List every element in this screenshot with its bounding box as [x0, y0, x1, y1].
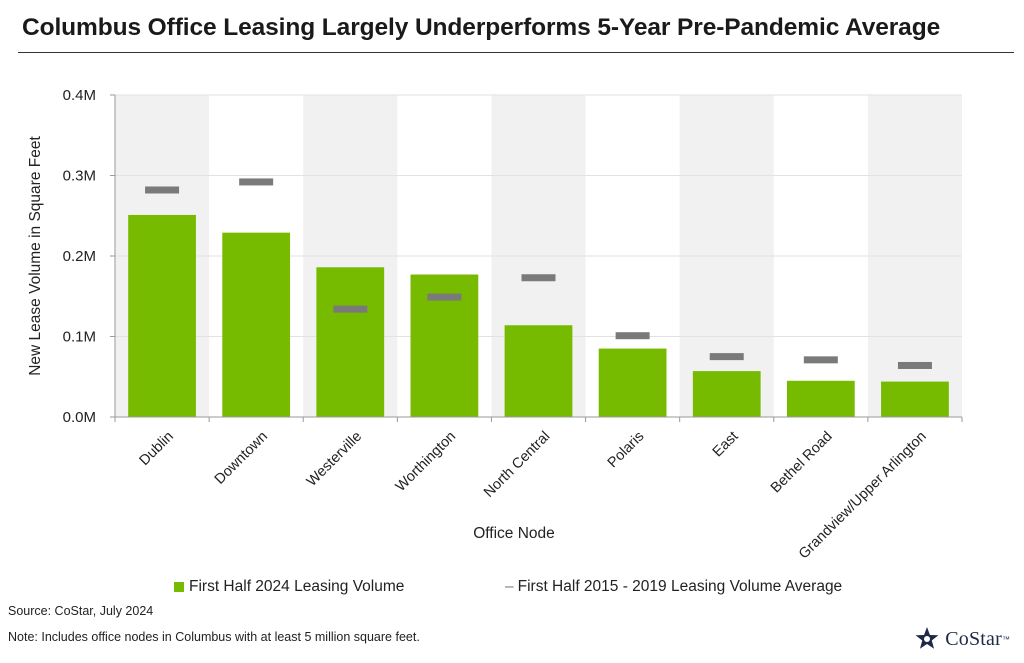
y-tick-label: 0.1M [63, 329, 96, 346]
average-marker [521, 274, 556, 282]
bar [222, 232, 291, 417]
legend-label-current: First Half 2024 Leasing Volume [189, 578, 405, 595]
x-tick-label: North Central [481, 429, 553, 501]
y-tick-label: 0.3M [63, 168, 96, 185]
average-marker [239, 178, 274, 186]
title-divider [18, 52, 1014, 53]
logo-text: CoStar [945, 627, 1002, 650]
legend-swatch-dash: – [505, 578, 514, 595]
x-tick-labels: Dublin Downtown Westerville Worthington Nort… [137, 429, 930, 563]
bar [504, 325, 573, 417]
axes [110, 94, 963, 422]
x-tick-label: Polaris [605, 429, 648, 472]
source-note: Source: CoStar, July 2024 [8, 604, 154, 618]
x-tick-label: Dublin [137, 429, 177, 469]
bar [598, 348, 667, 417]
average-marker [427, 293, 462, 301]
y-tick-label: 0.0M [63, 409, 96, 426]
y-axis-label: New Lease Volume in Square Feet [27, 136, 44, 376]
bar [692, 371, 761, 417]
average-marker [333, 305, 368, 313]
bar [881, 381, 949, 417]
y-tick-label: 0.2M [63, 248, 96, 265]
bar-chart: 0.0M 0.1M 0.2M 0.3M 0.4M Dublin Downtown Weste… [27, 87, 963, 563]
legend-label-average: First Half 2015 - 2019 Leasing Volume Av… [517, 578, 843, 595]
y-tick-label: 0.4M [63, 87, 96, 104]
average-marker [145, 186, 180, 194]
costar-logo: CoStar ™ [913, 625, 1010, 653]
average-marker [803, 356, 838, 364]
average-marker [615, 332, 650, 340]
bar [128, 214, 196, 417]
average-markers [145, 178, 932, 369]
x-tick-label: Worthington [393, 429, 459, 495]
legend: First Half 2024 Leasing Volume – First H… [0, 578, 1024, 598]
x-tick-label: Westerville [304, 429, 365, 490]
chart-title: Columbus Office Leasing Largely Underper… [22, 14, 941, 41]
footnote: Note: Includes office nodes in Columbus … [8, 630, 420, 644]
legend-item-current: First Half 2024 Leasing Volume [174, 578, 404, 596]
x-tick-label: Bethel Road [768, 429, 836, 497]
y-tick-labels: 0.0M 0.1M 0.2M 0.3M 0.4M [63, 87, 96, 426]
x-tick-label: East [710, 429, 742, 461]
trademark-mark: ™ [1002, 634, 1010, 644]
costar-star-icon [915, 627, 939, 649]
bar [316, 267, 385, 417]
legend-item-average: – First Half 2015 - 2019 Leasing Volume … [505, 578, 842, 596]
bar [786, 380, 855, 417]
legend-swatch-bar [174, 582, 184, 592]
bars [128, 214, 949, 417]
average-marker [709, 353, 744, 361]
logo-star-center [924, 636, 931, 642]
x-tick-label: Downtown [212, 429, 271, 488]
average-marker [897, 361, 932, 369]
x-axis-label: Office Node [473, 525, 555, 542]
